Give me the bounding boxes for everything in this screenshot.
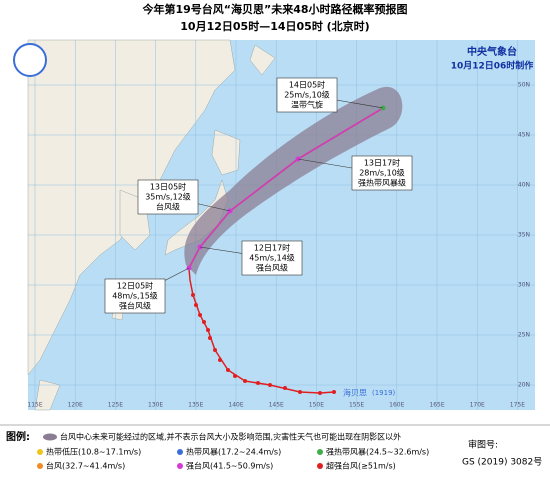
track-dot xyxy=(213,348,217,352)
annotation-box xyxy=(276,77,338,113)
lon-label: 140E xyxy=(228,402,243,409)
lon-label: 175E xyxy=(510,402,525,409)
track-dot xyxy=(226,368,230,372)
legend-dot xyxy=(37,463,43,469)
agency: 中央气象台 xyxy=(467,45,517,58)
track-dot xyxy=(332,390,336,394)
track-dot xyxy=(243,379,247,383)
track-dot xyxy=(191,293,195,297)
annotation-box xyxy=(241,240,303,276)
lon-label: 145E xyxy=(269,402,284,409)
lat-label: 20N xyxy=(518,382,530,389)
approval-label: 审图号: xyxy=(468,439,498,451)
annotation-box xyxy=(104,278,166,314)
annotation-category: 台风级 xyxy=(156,202,180,212)
legend-dot xyxy=(177,449,183,455)
lat-label: 45N xyxy=(518,132,530,139)
track-dot xyxy=(194,303,198,307)
legend-panel xyxy=(0,412,550,485)
annotation-wind: 28m/s,10级 xyxy=(359,168,405,178)
track-dot xyxy=(283,386,287,390)
annotation-category: 温带气旋 xyxy=(291,100,323,110)
track-dot xyxy=(256,381,260,385)
legend-label: 超强台风(≥51m/s) xyxy=(326,461,396,471)
legend-dot xyxy=(317,463,323,469)
lon-label: 125E xyxy=(108,402,123,409)
lat-label: 40N xyxy=(518,182,530,189)
annotation-wind: 48m/s,15级 xyxy=(112,291,158,301)
lon-label: 115E xyxy=(27,402,42,409)
lon-label: 130E xyxy=(148,402,163,409)
title: 今年第19号台风“海贝思”未来48小时路径概率预报图 xyxy=(141,2,407,16)
track-dot xyxy=(208,336,212,340)
track-dot xyxy=(202,320,206,324)
legend-label: 热带风暴(17.2~24.4m/s) xyxy=(186,447,281,457)
annotation-box xyxy=(137,179,199,215)
lon-label: 120E xyxy=(68,402,83,409)
legend-dot xyxy=(317,449,323,455)
legend-dot xyxy=(177,463,183,469)
annotation-time: 12日17时 xyxy=(254,243,290,253)
subtitle: 10月12日05时—14日05时 (北京时) xyxy=(180,19,369,33)
typhoon-name: 海贝思 xyxy=(343,388,367,398)
lon-label: 135E xyxy=(188,402,203,409)
logo xyxy=(13,43,47,77)
annotation-category: 强台风级 xyxy=(256,263,288,273)
annotation-wind: 35m/s,12级 xyxy=(145,192,191,202)
annotation-time: 13日17时 xyxy=(364,158,400,168)
lat-label: 50N xyxy=(518,82,530,89)
legend-label: 热带低压(10.8~17.1m/s) xyxy=(46,447,141,457)
legend-label: 强台风(41.5~50.9m/s) xyxy=(186,461,273,471)
lon-label: 155E xyxy=(349,402,364,409)
annotation-category: 强热带风暴级 xyxy=(358,178,406,188)
probability-cone xyxy=(184,86,403,275)
track-dot xyxy=(298,390,302,394)
lon-label: 160E xyxy=(389,402,404,409)
legend-label: 台风(32.7~41.4m/s) xyxy=(46,461,125,471)
lon-label: 165E xyxy=(429,402,444,409)
annotation-category: 强台风级 xyxy=(119,301,151,311)
legend-dot xyxy=(37,449,43,455)
track-dot xyxy=(233,374,237,378)
annotation-wind: 25m/s,10级 xyxy=(284,90,330,100)
lat-label: 30N xyxy=(518,282,530,289)
annotation-box xyxy=(351,155,413,191)
legend-label: 强热带风暴(24.5~32.6m/s) xyxy=(326,447,429,457)
track-dot xyxy=(198,313,202,317)
annotation-time: 13日05时 xyxy=(150,182,186,192)
legend-cone xyxy=(43,433,57,441)
track-dot xyxy=(218,358,222,362)
legend-title: 图例: xyxy=(6,430,30,443)
lat-label: 25N xyxy=(518,332,530,339)
annotation-wind: 45m/s,14级 xyxy=(249,253,295,263)
legend-area: 台风中心未来可能经过的区域,并不表示台风大小及影响范围,灾害性天气也可能出现在阴… xyxy=(60,432,401,442)
approval-number: GS (2019) 3082号 xyxy=(462,457,542,468)
lon-label: 170E xyxy=(470,402,485,409)
annotation-time: 12日05时 xyxy=(117,281,153,291)
track-dot xyxy=(268,383,272,387)
track-dot xyxy=(318,391,322,395)
track-dot xyxy=(206,328,210,332)
typhoon-code: (1919) xyxy=(372,389,396,397)
issued: 10月12日06时制作 xyxy=(451,60,534,72)
lon-label: 150E xyxy=(309,402,324,409)
lat-label: 35N xyxy=(518,232,530,239)
annotation-time: 14日05时 xyxy=(289,80,325,90)
